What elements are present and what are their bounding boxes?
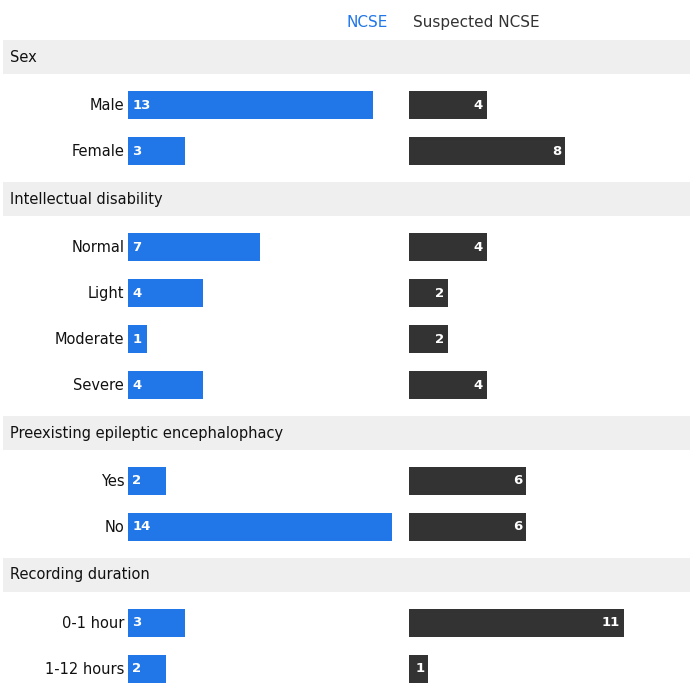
Text: Recording duration: Recording duration (10, 568, 150, 582)
Text: 8: 8 (552, 144, 561, 158)
Text: Normal: Normal (71, 239, 124, 255)
Text: NCSE: NCSE (346, 15, 387, 30)
Text: 4: 4 (474, 378, 483, 391)
Text: Yes: Yes (100, 473, 124, 489)
Text: 3: 3 (132, 144, 141, 158)
Text: 7: 7 (132, 241, 141, 253)
Bar (409, 655, 428, 683)
Bar (409, 233, 487, 261)
Bar (409, 513, 526, 541)
Text: 6: 6 (513, 520, 523, 534)
Text: Light: Light (88, 285, 124, 301)
Bar (409, 91, 487, 119)
Bar (409, 279, 448, 307)
Text: Intellectual disability: Intellectual disability (10, 192, 163, 207)
Text: 2: 2 (435, 287, 444, 300)
Bar (409, 137, 565, 165)
Text: 4: 4 (132, 378, 141, 391)
Bar (128, 233, 260, 261)
Bar (128, 279, 204, 307)
Text: Sex: Sex (10, 49, 37, 65)
Text: 3: 3 (132, 616, 141, 629)
Text: Severe: Severe (73, 378, 124, 393)
Text: 6: 6 (513, 475, 523, 487)
Bar (128, 137, 184, 165)
Text: Male: Male (89, 97, 124, 112)
Text: Suspected NCSE: Suspected NCSE (413, 15, 539, 30)
Bar (128, 325, 147, 353)
Bar (409, 371, 487, 399)
Bar (128, 513, 392, 541)
Bar (409, 325, 448, 353)
Text: Moderate: Moderate (55, 332, 124, 346)
Text: 4: 4 (474, 99, 483, 112)
Bar (128, 655, 166, 683)
Bar (3, 416, 690, 450)
Bar (128, 609, 184, 637)
Text: 0-1 hour: 0-1 hour (62, 616, 124, 631)
Text: 2: 2 (132, 663, 141, 675)
Bar (409, 609, 624, 637)
Bar (128, 91, 373, 119)
Bar (128, 371, 204, 399)
Text: Preexisting epileptic encephalophacy: Preexisting epileptic encephalophacy (10, 425, 283, 441)
Bar (3, 558, 690, 592)
Text: 2: 2 (132, 475, 141, 487)
Text: 4: 4 (474, 241, 483, 253)
Bar (3, 182, 690, 216)
Text: Female: Female (71, 144, 124, 158)
Text: 11: 11 (602, 616, 620, 629)
Bar (3, 40, 690, 74)
Text: 2: 2 (435, 332, 444, 346)
Text: 1: 1 (132, 332, 141, 346)
Text: 1: 1 (415, 663, 424, 675)
Text: 14: 14 (132, 520, 150, 534)
Text: 4: 4 (132, 287, 141, 300)
Bar (128, 467, 166, 495)
Bar (409, 467, 526, 495)
Text: 1-12 hours: 1-12 hours (45, 661, 124, 677)
Text: No: No (105, 520, 124, 534)
Text: 13: 13 (132, 99, 150, 112)
